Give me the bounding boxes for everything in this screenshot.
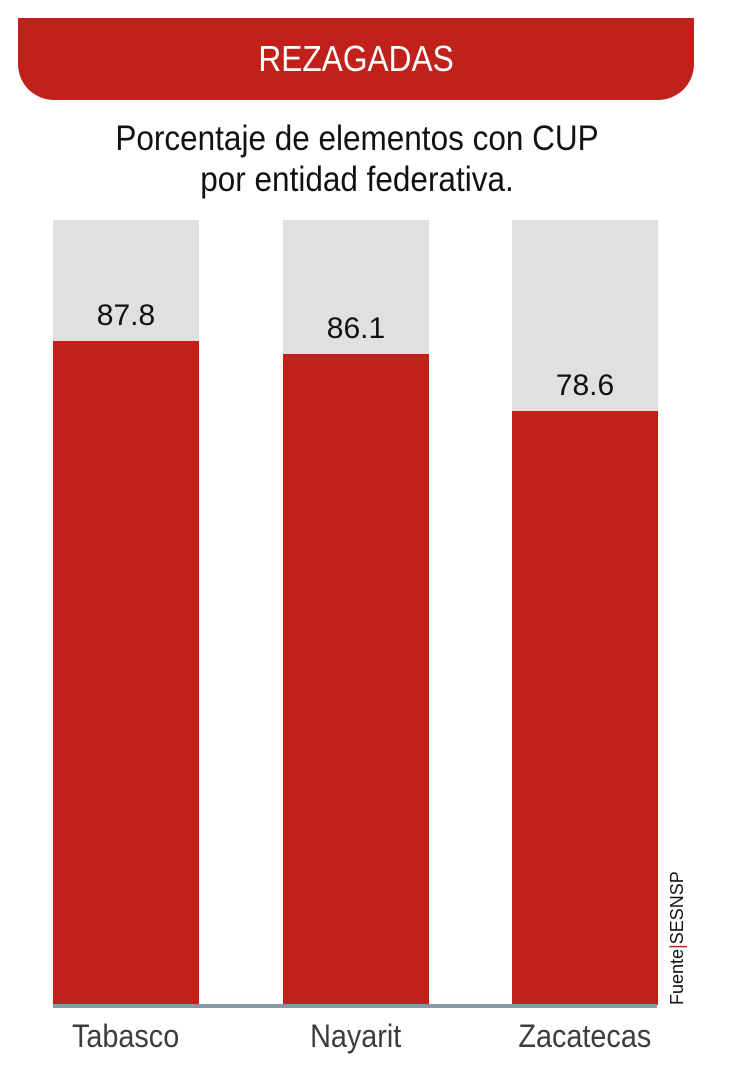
- x-tick-text: Tabasco: [72, 1018, 180, 1054]
- bar-track-tabasco: 87.8: [53, 220, 199, 1005]
- chart-title-line-2: por entidad federativa.: [200, 160, 514, 199]
- bar-value-nayarit: 86.1: [326, 312, 386, 346]
- bar-track-nayarit: 86.1: [283, 220, 429, 1005]
- bar-value-zacatecas: 78.6: [555, 368, 615, 402]
- chart-title-line-1: Porcentaje de elementos con CUP: [115, 119, 599, 158]
- x-tick-label-tabasco: Tabasco: [26, 1018, 226, 1055]
- x-tick-label-zacatecas: Zacatecas: [485, 1018, 685, 1055]
- banner-label: REZAGADAS: [258, 38, 454, 79]
- bar-tabasco: [53, 341, 199, 1005]
- source-separator: |: [667, 944, 687, 949]
- source-name: SESNSP: [667, 871, 687, 945]
- x-axis-baseline: [53, 1004, 657, 1008]
- bar-value-tabasco: 87.8: [96, 299, 156, 333]
- header-banner: REZAGADAS: [18, 18, 694, 100]
- chart-title: Porcentaje de elementos con CUP por enti…: [0, 118, 714, 200]
- bar-track-zacatecas: 78.6: [512, 220, 658, 1005]
- bar-nayarit: [283, 354, 429, 1005]
- bar-zacatecas: [512, 410, 658, 1005]
- x-tick-label-nayarit: Nayarit: [256, 1018, 456, 1055]
- source-note: Fuente|SESNSP: [667, 871, 688, 1005]
- x-tick-text: Nayarit: [310, 1018, 402, 1054]
- source-prefix: Fuente: [667, 948, 687, 1005]
- x-tick-text: Zacatecas: [518, 1018, 652, 1054]
